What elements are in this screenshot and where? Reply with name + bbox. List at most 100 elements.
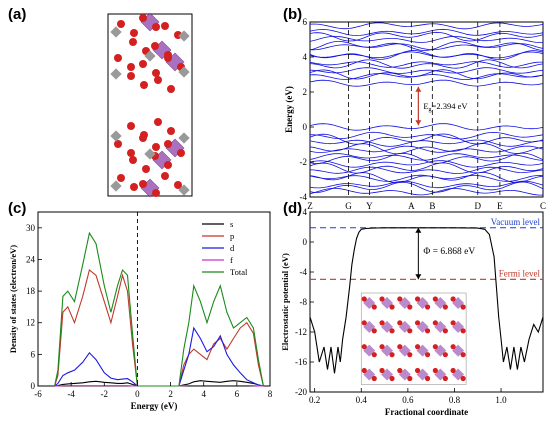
oxygen-atom [114, 54, 122, 62]
y-tick-label: 18 [26, 286, 36, 296]
y-tick-label: -12 [295, 327, 307, 337]
y-tick-label: -20 [295, 387, 307, 397]
x-tick-label: 0 [135, 389, 140, 399]
oxygen-atom [161, 22, 169, 30]
work-function-arrow-head [415, 274, 422, 280]
k-point-label: G [345, 201, 352, 211]
x-tick-label: 8 [268, 389, 273, 399]
inset-oxygen-atom [389, 328, 395, 334]
x-tick-label: -4 [67, 389, 75, 399]
y-tick-label: 30 [26, 223, 36, 233]
y-tick-label: 0 [303, 237, 308, 247]
work-function-arrow-head [415, 227, 422, 233]
y-tick-label: 4 [303, 52, 308, 62]
inset-oxygen-atom [460, 328, 466, 334]
conduction-band-0 [309, 79, 544, 87]
inset-oxygen-atom [407, 352, 413, 358]
inset-oxygen-atom [450, 344, 456, 350]
panel-label-b: (b) [283, 6, 303, 23]
x-tick-label: 6 [235, 389, 240, 399]
oxygen-atom [127, 149, 135, 157]
inset-oxygen-atom [442, 375, 448, 382]
inset-oxygen-atom [379, 344, 385, 350]
x-tick-label: 0.6 [402, 395, 414, 405]
oxygen-atom [117, 20, 125, 28]
oxygen-atom [174, 181, 182, 189]
x-tick-label: 0.2 [309, 395, 320, 405]
inset-oxygen-atom [414, 367, 421, 374]
y-tick-label: -4 [300, 267, 308, 277]
y-tick-label: 4 [303, 207, 308, 217]
inset-oxygen-atom [361, 296, 367, 302]
inset-oxygen-atom [407, 328, 413, 334]
x-axis-label: Fractional coordinate [385, 407, 468, 417]
valence-band-2 [309, 139, 543, 147]
band-structure-chart: Z G Y A B D E C -4 -2 0 2 4 6 Energy (eV) Eg=2.394 eV [284, 17, 546, 211]
oxygen-atom [129, 156, 137, 164]
inset-oxygen-atom [460, 304, 466, 310]
oxygen-atom [151, 42, 159, 50]
inset-oxygen-atom [397, 367, 403, 374]
inset-oxygen-atom [414, 344, 421, 350]
valence-band-4 [309, 153, 544, 161]
oxygen-atom [152, 189, 160, 197]
panel-label-a: (a) [8, 6, 27, 23]
k-point-label: Y [366, 201, 373, 211]
y-axis-label: Energy (eV) [284, 86, 294, 133]
y-tick-label: -8 [300, 297, 308, 307]
plot-frame [37, 211, 271, 387]
inset-oxygen-atom [361, 367, 367, 374]
y-tick-label: 2 [303, 87, 308, 97]
inset-oxygen-atom [371, 352, 377, 358]
oxygen-atom [127, 72, 135, 80]
x-tick-label: 2 [168, 389, 173, 399]
conduction-band-extra-0 [309, 69, 544, 80]
inset-oxygen-atom [432, 367, 438, 374]
legend-label: f [230, 255, 233, 265]
inset-oxygen-atom [450, 320, 456, 326]
inset-oxygen-atom [460, 352, 466, 358]
oxygen-atom [139, 60, 147, 68]
k-point-label: A [408, 201, 415, 211]
inset-oxygen-atom [371, 375, 377, 382]
oxygen-atom [117, 174, 125, 182]
inset-oxygen-atom [379, 296, 385, 302]
inset-oxygen-atom [361, 320, 367, 326]
legend-label: p [230, 231, 234, 241]
inset-oxygen-atom [379, 367, 385, 374]
oxygen-atom [154, 76, 162, 84]
inset-oxygen-atom [432, 320, 438, 326]
oxygen-atom [167, 127, 175, 135]
inset-oxygen-atom [389, 304, 395, 310]
y-tick-label: 0 [31, 381, 36, 391]
dos-series-total [54, 231, 264, 387]
k-point-label: B [429, 201, 435, 211]
k-point-label: E [497, 201, 503, 211]
inset-oxygen-atom [407, 304, 413, 310]
legend-label: d [230, 243, 235, 253]
valence-band-extra-3 [309, 162, 544, 174]
carbon-atom [144, 148, 156, 160]
potential-chart: Φ = 6.868 eV Vacuum level Fermi level 0.2 0.… [280, 207, 544, 417]
y-tick-label: -16 [295, 357, 307, 367]
y-tick-label: 6 [31, 349, 36, 359]
carbon-atom [178, 184, 190, 196]
inset-slab-frame [360, 292, 467, 385]
inset-oxygen-atom [442, 304, 448, 310]
inset-oxygen-atom [432, 344, 438, 350]
oxygen-atom [130, 29, 138, 37]
conduction-band-8 [309, 22, 544, 30]
inset-oxygen-atom [361, 344, 367, 350]
k-point-label: Z [307, 201, 313, 211]
x-tick-label: -6 [34, 389, 42, 399]
oxygen-atom [140, 81, 148, 89]
y-axis-label: Density of states (electron/eV) [8, 245, 18, 353]
y-tick-label: -4 [300, 192, 308, 202]
panel-label-d: (d) [283, 200, 303, 217]
inset-oxygen-atom [371, 328, 377, 334]
oxygen-atom [152, 69, 160, 77]
k-point-label: C [540, 201, 546, 211]
oxygen-atom [177, 149, 185, 157]
y-tick-label: 12 [26, 318, 35, 328]
